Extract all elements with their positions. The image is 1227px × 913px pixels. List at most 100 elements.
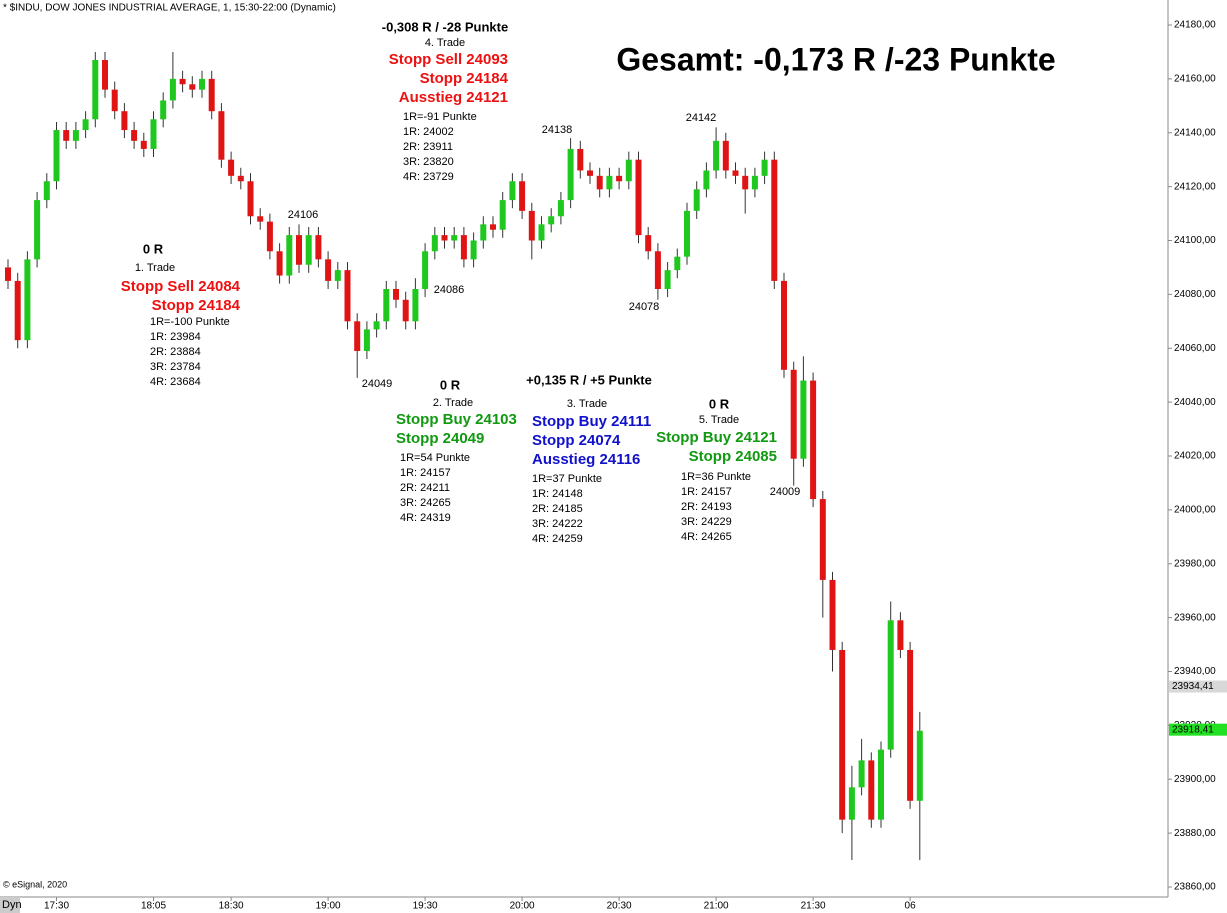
candle-body [732,170,739,176]
trade-level: 1R=-91 Punkte [403,111,477,123]
candle-body [305,235,312,265]
x-tick-label: 19:00 [316,901,341,912]
trade-order: Stopp 24085 [689,448,777,465]
y-tick-label: 24120,00 [1174,181,1216,192]
trade-level: 1R: 24148 [532,488,583,500]
trade-order: Stopp Buy 24111 [532,413,651,430]
trade-result: 0 R [143,241,164,256]
y-tick-label: 24060,00 [1174,343,1216,354]
candle-body [480,224,487,241]
candle-body [208,78,215,112]
candle-body [577,148,584,171]
candle-body [557,200,564,217]
trade-order: Ausstieg 24116 [532,451,640,468]
candle-body [897,620,904,650]
price-marker-label: 23934,41 [1172,681,1214,692]
price-marker-label: 23918,41 [1172,724,1214,735]
candle-body [684,210,690,257]
candle-body [431,235,438,252]
candle-body [441,235,448,241]
candle-body [509,181,516,201]
x-tick-label: 21:30 [801,901,826,912]
trade-result: 0 R [440,377,461,392]
trade-order: Stopp 24074 [532,432,621,449]
x-tick-label: 06 [905,901,917,912]
candle-body [111,89,118,112]
candle-body [499,200,506,230]
trade-level: 1R=36 Punkte [681,471,751,483]
candle-body [24,259,31,341]
price-label: 24142 [686,112,717,124]
candle-body [742,175,749,190]
candle-body [266,221,273,252]
candle-body [790,369,797,459]
trade-order: Stopp Sell 24093 [389,51,508,68]
candle-body [722,140,729,171]
price-label: 24106 [288,209,319,221]
candle-body [228,159,235,176]
x-tick-label: 20:00 [510,901,535,912]
candle-body [664,270,671,289]
candle-body [373,321,380,330]
candle-body [402,299,409,322]
candle-body [848,787,855,820]
candle-body [878,749,884,820]
candle-body [460,235,467,260]
candle-body [218,111,225,160]
candle-body [858,760,865,788]
trade-level: 3R: 24229 [681,516,732,528]
candle-body [334,270,341,281]
candle-body [237,175,244,182]
candle-body [315,235,322,260]
candle-body [102,60,108,90]
candle-body [538,224,545,241]
x-tick-label: 18:30 [219,901,244,912]
candle-body [286,235,293,276]
candle-body [548,216,555,225]
candle-body [868,760,875,820]
price-label: 24138 [542,124,573,136]
trade-order: Stopp Sell 24084 [121,278,241,295]
candle-body [354,321,361,351]
candle-body [587,170,593,176]
trade-order: Ausstieg 24121 [399,89,508,106]
trade-level: 1R=-100 Punkte [150,316,230,328]
candle-body [674,256,681,271]
y-tick-label: 24040,00 [1174,397,1216,408]
y-tick-label: 24000,00 [1174,505,1216,516]
trade-level: 3R: 24222 [532,518,583,530]
candle-body [199,78,205,90]
candle-body [645,235,652,252]
candle-body [422,251,429,289]
candle-body [916,730,923,801]
candle-body [150,119,157,149]
trade-name: 5. Trade [699,414,739,426]
candle-body [131,130,138,141]
trade-order: Stopp 24184 [152,297,241,314]
trade-level: 1R=54 Punkte [400,452,470,464]
y-tick-label: 23860,00 [1174,882,1216,893]
candle-body [654,251,661,289]
candle-body [451,235,458,241]
candle-body [257,216,264,222]
candle-body [14,280,21,341]
candle-body [528,210,535,241]
chart-title: Gesamt: -0,173 R /-23 Punkte [616,41,1055,77]
candle-body [276,251,283,276]
y-tick-label: 23900,00 [1174,774,1216,785]
x-tick-label: 17:30 [44,901,69,912]
y-tick-label: 23980,00 [1174,558,1216,569]
candle-body [819,499,826,580]
trade-result: -0,308 R / -28 Punkte [382,19,508,34]
trade-name: 3. Trade [567,398,607,410]
candle-body [383,288,390,322]
y-tick-label: 23940,00 [1174,666,1216,677]
candle-body [43,181,50,201]
candle-body [344,270,351,322]
trade-name: 2. Trade [433,397,473,409]
candle-body [887,620,894,750]
candle-body [606,175,613,190]
y-tick-label: 24180,00 [1174,20,1216,31]
candle-body [800,380,807,459]
